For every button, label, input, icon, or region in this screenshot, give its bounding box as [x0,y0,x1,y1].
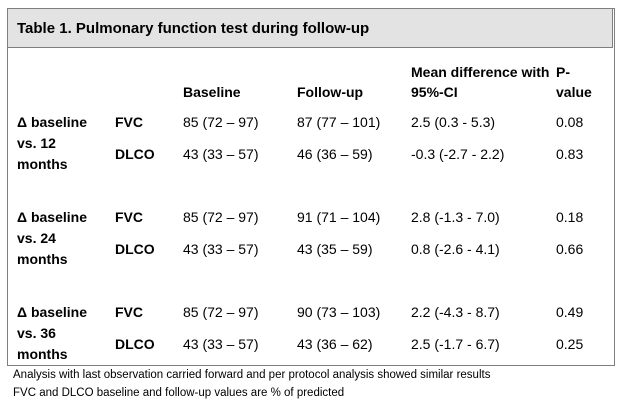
cell: 2.5 (-1.7 - 6.7) [411,336,500,352]
cell: 43 (33 – 57) [183,241,259,257]
parameter: DLCO [115,146,155,162]
cell: 85 (72 – 97) [183,114,259,130]
parameter: DLCO [115,241,155,257]
parameter: FVC [115,304,143,320]
column-header: Mean difference with 95%-CI [411,64,550,100]
group-label: Δ baseline vs. 36 months [17,304,87,362]
parameter: FVC [115,209,143,225]
cell: 43 (33 – 57) [183,146,259,162]
column-header: P-value [556,64,592,100]
group-label: Δ baseline vs. 12 months [17,114,87,172]
parameter: FVC [115,114,143,130]
cell: 0.25 [556,336,584,352]
cell: 0.8 (-2.6 - 4.1) [411,241,500,257]
column-header: Follow-up [297,84,364,100]
cell: 2.8 (-1.3 - 7.0) [411,209,500,225]
cell: 0.49 [556,304,584,320]
note: Analysis with last observation carried f… [13,369,491,381]
table-title: Table 1. Pulmonary function test during … [17,20,370,37]
cell: 91 (71 – 104) [297,209,381,225]
cell: 2.2 (-4.3 - 8.7) [411,304,500,320]
note: FVC and DLCO baseline and follow-up valu… [13,387,345,399]
cell: 2.5 (0.3 - 5.3) [411,114,496,130]
group-label: Δ baseline vs. 24 months [17,209,87,267]
cell: 0.83 [556,146,584,162]
cell: 43 (35 – 59) [297,241,373,257]
title-bar [7,8,613,48]
cell: 87 (77 – 101) [297,114,381,130]
cell: 43 (36 – 62) [297,336,373,352]
cell: 90 (73 – 103) [297,304,381,320]
cell: 0.66 [556,241,584,257]
parameter: DLCO [115,336,155,352]
cell: 85 (72 – 97) [183,304,259,320]
cell: 0.08 [556,114,584,130]
cell: -0.3 (-2.7 - 2.2) [411,146,505,162]
cell: 85 (72 – 97) [183,209,259,225]
column-header: Baseline [183,84,241,100]
cell: 43 (33 – 57) [183,336,259,352]
cell: 46 (36 – 59) [297,146,373,162]
cell: 0.18 [556,209,584,225]
